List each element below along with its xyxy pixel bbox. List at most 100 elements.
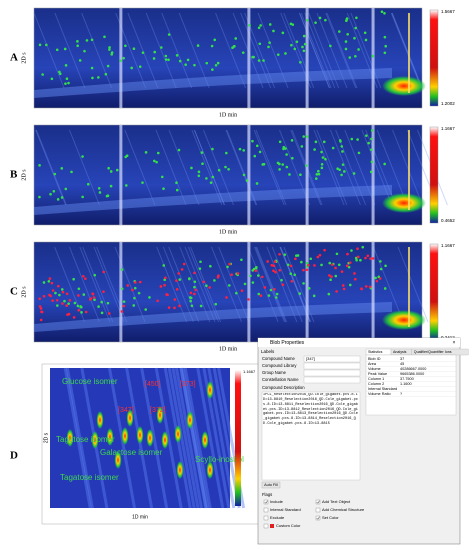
- peak-marker: [106, 64, 110, 68]
- peak-marker-red: [175, 279, 178, 282]
- peak-marker: [78, 59, 82, 62]
- peak-marker-red: [163, 283, 166, 287]
- blob-label: [347]: [118, 407, 134, 414]
- peak-marker: [138, 65, 142, 68]
- peak-marker-red: [42, 294, 46, 298]
- peak-marker: [144, 151, 148, 154]
- peak-marker: [162, 264, 166, 267]
- colorbar-min: 0.4652: [441, 218, 455, 223]
- peak-marker: [97, 305, 100, 308]
- checkbox[interactable]: [263, 523, 269, 529]
- flag-label: Custom Color: [276, 523, 301, 528]
- peak-marker: [76, 44, 79, 48]
- chromatogram-panel: B 1.1667 0.4652 1D min 2D s: [10, 124, 455, 235]
- peak-marker: [299, 173, 302, 177]
- peak-marker: [72, 277, 75, 281]
- peak-marker: [359, 258, 362, 262]
- peak-marker: [193, 280, 197, 284]
- peak-marker: [76, 40, 79, 43]
- peak-marker: [337, 263, 341, 267]
- peak-marker: [107, 166, 110, 170]
- streak: [174, 367, 203, 509]
- peak-marker: [199, 304, 203, 308]
- streak: [63, 367, 92, 509]
- peak-marker: [132, 47, 136, 51]
- checkbox[interactable]: [263, 507, 269, 513]
- tab-label: Qualifier/Quantifier Ions: [414, 350, 452, 354]
- peak-marker: [365, 134, 368, 137]
- peak-marker-red: [48, 293, 51, 297]
- peak-marker-red: [61, 302, 64, 305]
- peak-marker-red: [84, 310, 88, 314]
- compound-label: Tagatose isomer: [56, 435, 115, 444]
- peak-marker: [255, 265, 258, 269]
- peak-marker: [132, 304, 136, 307]
- streak: [93, 246, 125, 323]
- peak-marker: [290, 43, 293, 47]
- peak-marker: [302, 135, 306, 138]
- peak-marker: [384, 264, 387, 268]
- peak-marker-red: [313, 264, 316, 267]
- hot-streak: [408, 247, 410, 327]
- peak-marker: [216, 61, 220, 65]
- peak-marker: [357, 48, 360, 51]
- stat-value: 37.7500: [400, 377, 414, 381]
- peak-marker: [379, 260, 382, 263]
- peak-marker: [363, 31, 367, 35]
- blob-label: [372]: [150, 407, 166, 414]
- peak-marker: [276, 53, 280, 56]
- checkbox[interactable]: [263, 499, 269, 505]
- stat-name: Column 2: [368, 382, 384, 386]
- peak-marker-red: [356, 247, 359, 250]
- peak-marker-red: [263, 286, 267, 289]
- peak-marker-red: [236, 272, 240, 275]
- checkbox[interactable]: [315, 499, 321, 505]
- auto-fill-button[interactable]: [261, 481, 281, 489]
- field-box: [303, 369, 361, 377]
- peak-marker-red: [323, 248, 326, 252]
- blob-label: [373]: [180, 381, 196, 388]
- peak-marker: [211, 147, 214, 151]
- tab-label: Analysis: [393, 350, 407, 354]
- streak: [168, 246, 200, 323]
- streak: [376, 129, 408, 206]
- peak-marker: [197, 174, 201, 178]
- peak-marker: [193, 63, 196, 67]
- peak-marker-red: [328, 274, 331, 277]
- peak-marker-red: [91, 292, 95, 296]
- checkbox[interactable]: [263, 515, 269, 521]
- peak-marker-red: [61, 290, 65, 294]
- peak-marker: [338, 168, 341, 172]
- peak-marker: [338, 139, 342, 142]
- panel-label: C: [10, 286, 18, 298]
- streak: [392, 129, 424, 206]
- peak-marker: [81, 155, 84, 158]
- peak-marker-red: [273, 287, 276, 291]
- flag-label: Add Chemical Structure: [322, 507, 365, 512]
- peak-marker: [255, 182, 259, 185]
- peak-marker: [369, 170, 373, 174]
- peak-marker: [307, 287, 311, 290]
- peak-marker: [60, 167, 64, 170]
- peak-marker: [227, 284, 231, 287]
- stat-value: 45: [400, 362, 404, 366]
- checkbox[interactable]: [315, 515, 321, 521]
- checkbox[interactable]: [315, 507, 321, 513]
- peak-marker: [217, 168, 221, 172]
- streak: [391, 12, 423, 89]
- streak: [179, 246, 211, 323]
- peak-marker-red: [240, 289, 244, 293]
- peak-marker: [120, 268, 124, 271]
- peak-marker-red: [38, 297, 42, 301]
- peak-marker: [85, 39, 89, 42]
- peak-marker: [70, 170, 73, 174]
- hot-region: [382, 310, 426, 330]
- peak-marker-red: [266, 260, 269, 263]
- colorbar-max: 1.1667: [441, 126, 455, 131]
- peak-marker: [383, 287, 387, 290]
- peak-marker: [305, 261, 309, 265]
- peak-marker: [80, 311, 83, 314]
- peak-marker-red: [39, 318, 43, 322]
- peak-marker: [300, 260, 303, 264]
- chromatogram-panel: C 1.1667 0.2412 1D min 2D s: [10, 241, 455, 352]
